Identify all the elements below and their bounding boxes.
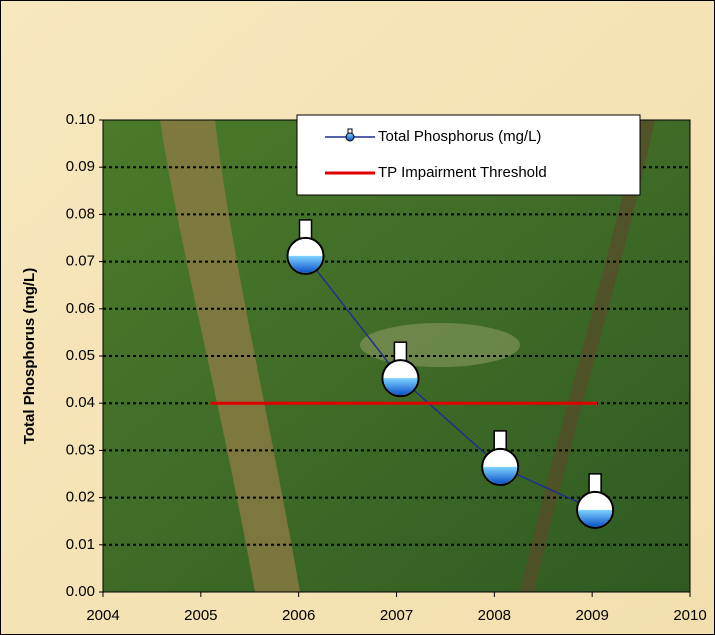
y-tick-label: 0.01: [66, 536, 95, 553]
legend-label: Total Phosphorus (mg/L): [378, 128, 541, 145]
marker-group: [381, 341, 420, 398]
y-tick-label: 0.07: [66, 253, 95, 270]
legend: Total Phosphorus (mg/L) TP Impairment Thr…: [296, 114, 641, 196]
marker-group: [286, 219, 325, 275]
y-tick-label: 0.08: [66, 205, 95, 222]
x-tick-label: 2010: [673, 607, 706, 624]
flask-liquid: [383, 378, 418, 396]
legend-label: TP Impairment Threshold: [378, 164, 547, 181]
flask-liquid: [578, 509, 613, 527]
flask-liquid: [483, 466, 518, 484]
y-tick-label: 0.05: [66, 347, 95, 364]
x-tick-label: 2008: [478, 607, 511, 624]
marker-group: [481, 430, 520, 486]
x-tick-label: 2007: [380, 607, 413, 624]
y-axis-label: Total Phosphorus (mg/L): [21, 268, 38, 444]
y-tick-label: 0.09: [66, 158, 95, 175]
y-tick-label: 0.00: [66, 583, 95, 600]
y-tick-label: 0.04: [66, 394, 95, 411]
y-tick-label: 0.02: [66, 489, 95, 506]
marker-group: [576, 473, 615, 529]
x-tick-label: 2006: [282, 607, 315, 624]
x-tick-label: 2004: [86, 607, 119, 624]
y-tick-label: 0.10: [66, 111, 95, 128]
legend-box: [296, 114, 641, 196]
x-tick-label: 2005: [184, 607, 217, 624]
x-tick-label: 2009: [575, 607, 608, 624]
legend-flask: [345, 132, 355, 142]
photo-fish: [360, 323, 520, 367]
y-tick-label: 0.03: [66, 441, 95, 458]
y-tick-label: 0.06: [66, 300, 95, 317]
flask-liquid: [288, 255, 323, 273]
series-line: [304, 255, 596, 511]
photo-stalk: [520, 120, 655, 592]
